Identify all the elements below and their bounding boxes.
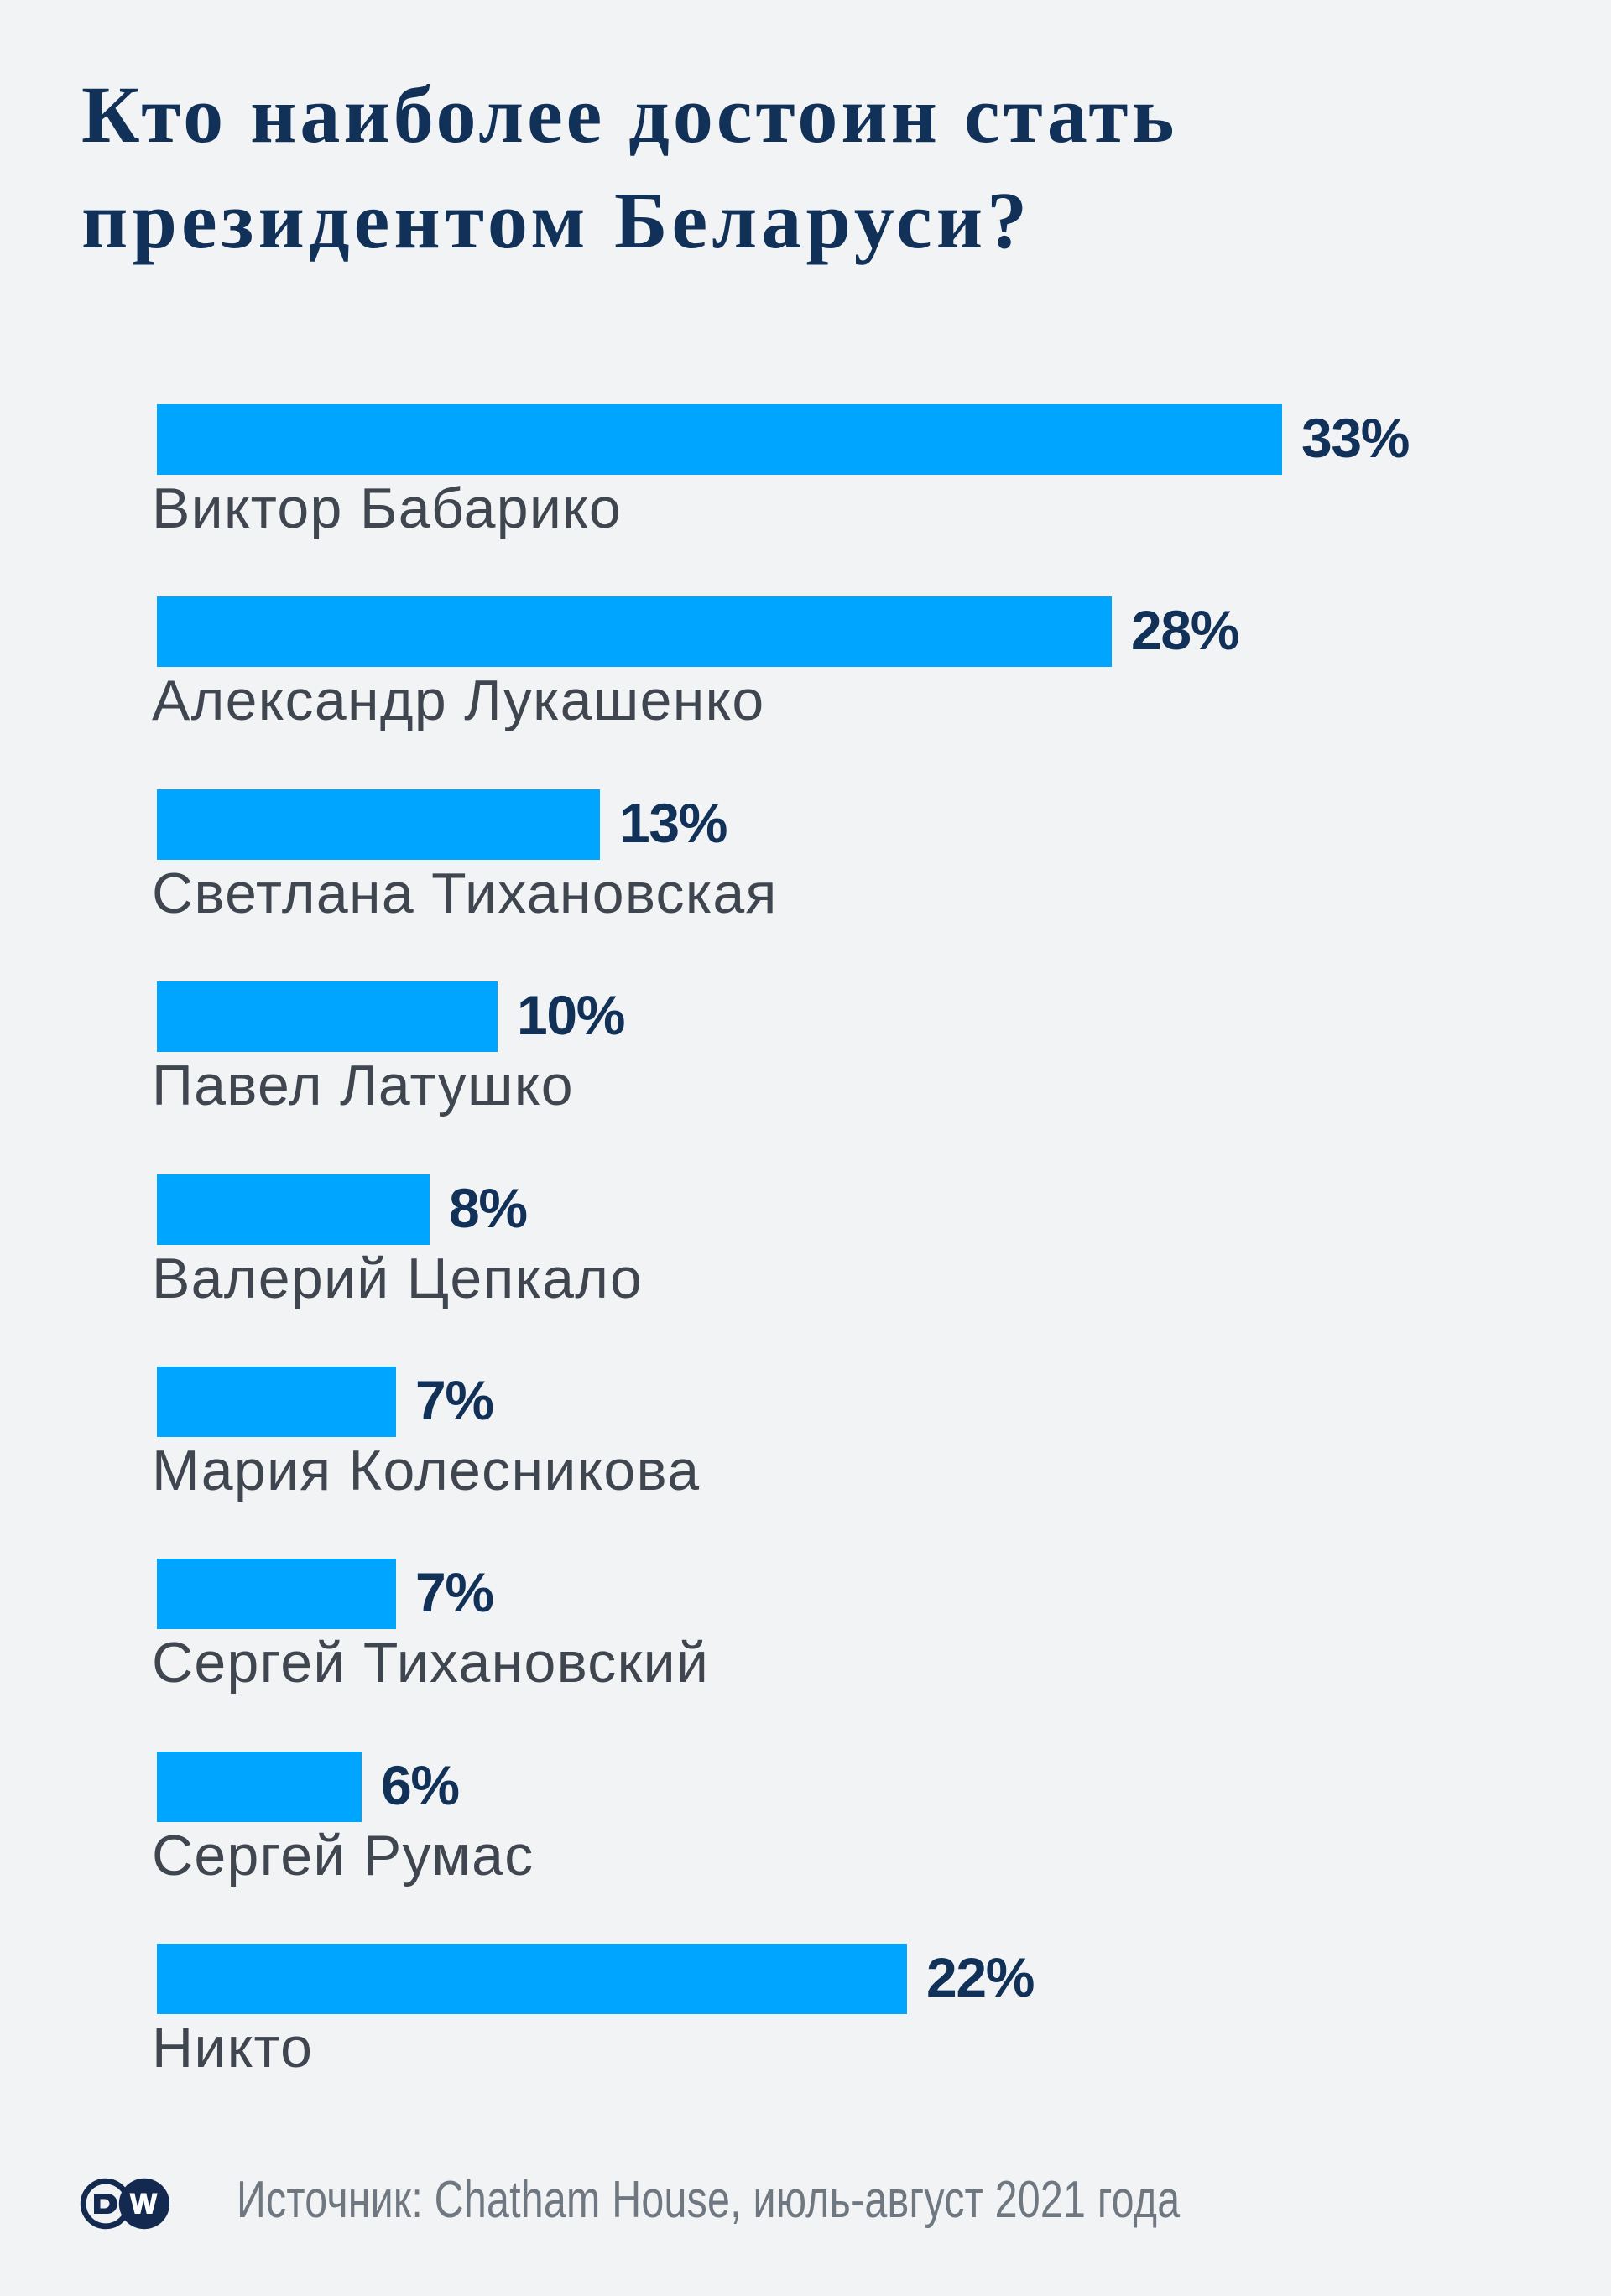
svg-text:W: W [130, 2189, 158, 2221]
